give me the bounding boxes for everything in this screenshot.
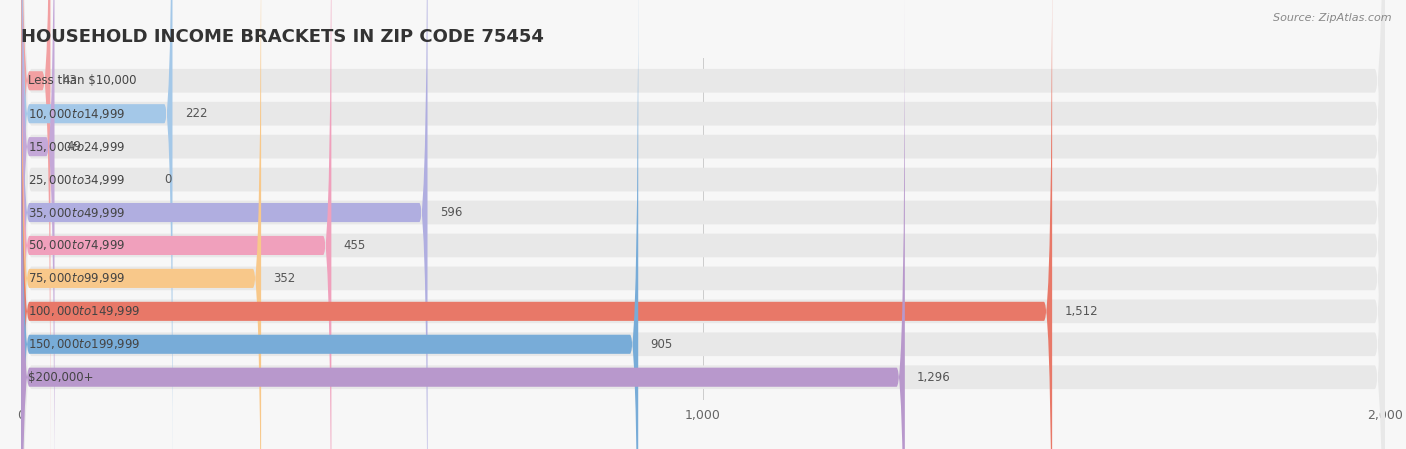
Text: 49: 49	[66, 140, 82, 153]
FancyBboxPatch shape	[21, 0, 1385, 449]
Text: 455: 455	[343, 239, 366, 252]
FancyBboxPatch shape	[21, 0, 1385, 449]
Text: $75,000 to $99,999: $75,000 to $99,999	[28, 271, 125, 286]
FancyBboxPatch shape	[21, 0, 638, 449]
FancyBboxPatch shape	[21, 0, 173, 449]
Text: $150,000 to $199,999: $150,000 to $199,999	[28, 337, 141, 351]
Text: Source: ZipAtlas.com: Source: ZipAtlas.com	[1274, 13, 1392, 23]
Text: $25,000 to $34,999: $25,000 to $34,999	[28, 172, 125, 187]
Text: 596: 596	[440, 206, 463, 219]
FancyBboxPatch shape	[21, 0, 1385, 449]
Text: 1,512: 1,512	[1064, 305, 1098, 318]
Text: 0: 0	[165, 173, 172, 186]
FancyBboxPatch shape	[21, 0, 332, 449]
FancyBboxPatch shape	[21, 0, 262, 449]
FancyBboxPatch shape	[21, 0, 1385, 449]
Text: $15,000 to $24,999: $15,000 to $24,999	[28, 140, 125, 154]
FancyBboxPatch shape	[21, 0, 1052, 449]
FancyBboxPatch shape	[21, 0, 427, 449]
Text: 352: 352	[273, 272, 295, 285]
Text: $200,000+: $200,000+	[28, 371, 93, 384]
Text: Less than $10,000: Less than $10,000	[28, 74, 136, 87]
FancyBboxPatch shape	[21, 0, 1385, 449]
Text: $10,000 to $14,999: $10,000 to $14,999	[28, 107, 125, 121]
FancyBboxPatch shape	[21, 0, 51, 449]
Text: $50,000 to $74,999: $50,000 to $74,999	[28, 238, 125, 252]
FancyBboxPatch shape	[21, 0, 1385, 449]
FancyBboxPatch shape	[21, 0, 1385, 449]
FancyBboxPatch shape	[21, 0, 905, 449]
Text: 905: 905	[651, 338, 672, 351]
Text: HOUSEHOLD INCOME BRACKETS IN ZIP CODE 75454: HOUSEHOLD INCOME BRACKETS IN ZIP CODE 75…	[21, 28, 544, 46]
Text: $35,000 to $49,999: $35,000 to $49,999	[28, 206, 125, 220]
Text: 43: 43	[63, 74, 77, 87]
FancyBboxPatch shape	[21, 0, 1385, 449]
Text: 1,296: 1,296	[917, 371, 950, 384]
FancyBboxPatch shape	[21, 0, 55, 449]
FancyBboxPatch shape	[21, 0, 1385, 449]
Text: $100,000 to $149,999: $100,000 to $149,999	[28, 304, 141, 318]
Text: 222: 222	[184, 107, 207, 120]
FancyBboxPatch shape	[21, 0, 1385, 449]
